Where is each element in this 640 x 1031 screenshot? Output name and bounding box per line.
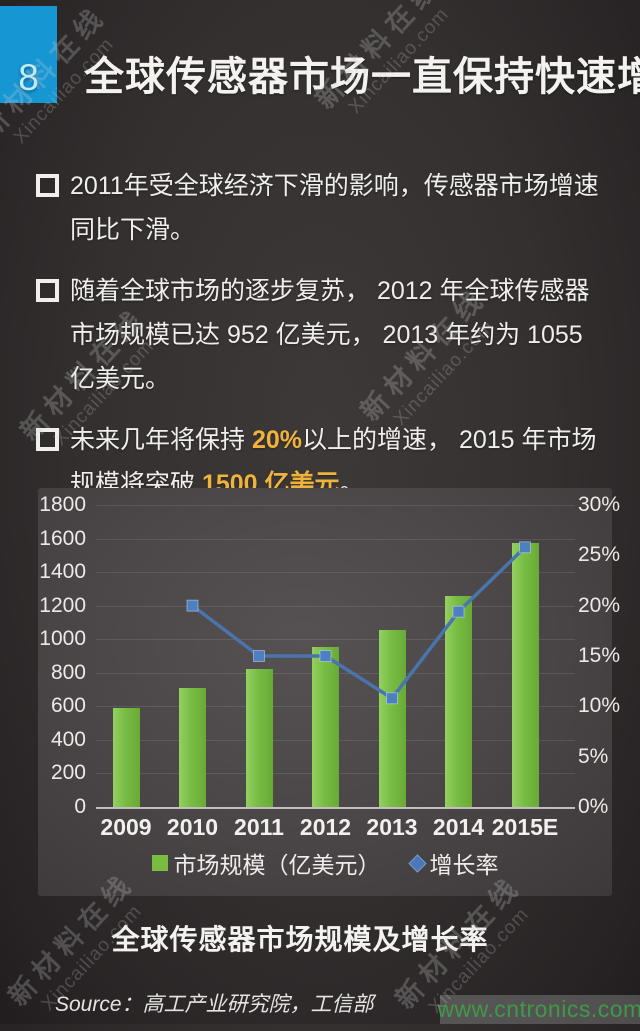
line-marker-swatch-icon [407, 853, 427, 873]
left-axis-tick: 800 [50, 660, 86, 684]
left-axis-tick: 1000 [39, 627, 86, 651]
gridline [96, 605, 575, 607]
left-axis-tick: 1200 [39, 593, 86, 617]
right-axis-tick: 5% [578, 744, 609, 768]
highlight-growth-pct: 20% [251, 426, 302, 454]
page-number-box: 8 [0, 6, 57, 103]
gridline [96, 505, 575, 506]
x-axis-line [96, 807, 575, 809]
bullet-item-1: 2011年受全球经济下滑的影响，传感器市场增速同比下滑。 [36, 164, 614, 252]
bullet-item-2: 随着全球市场的逐步复苏， 2012 年全球传感器市场规模已达 952 亿美元， … [36, 269, 614, 401]
left-axis-tick: 0 [74, 795, 86, 818]
bar-2009 [112, 708, 140, 807]
chart-caption: 全球传感器市场规模及增长率 [111, 924, 489, 955]
bar-2010 [179, 687, 206, 807]
bullet-text-2: 随着全球市场的逐步复苏， 2012 年全球传感器市场规模已达 952 亿美元， … [70, 277, 590, 393]
right-axis-tick: 20% [578, 593, 621, 617]
legend-label-growth-rate: 增长率 [429, 852, 499, 878]
bar-swatch-icon [151, 855, 168, 871]
bar-2011 [245, 669, 273, 807]
x-axis-label-2011: 2011 [234, 814, 284, 840]
left-axis-tick: 600 [50, 694, 86, 718]
bar-2012 [312, 647, 339, 807]
source-note: Source：高工产业研究院，工信部 [55, 993, 374, 1016]
legend-item-growth-rate: 增长率 [407, 846, 499, 880]
bullet-square-icon [36, 279, 59, 302]
page-number: 8 [18, 57, 39, 98]
gridline [96, 572, 575, 574]
right-axis-tick: 0% [578, 795, 609, 818]
line-marker [253, 650, 265, 662]
market-chart: 1800 1600 1400 1200 1000 800 600 400 200 0 30% 25% 2… [38, 488, 621, 896]
left-axis-tick: 1400 [39, 560, 86, 584]
gridline [96, 538, 575, 540]
legend-item-market-size: 市场规模（亿美元） [151, 846, 381, 880]
left-axis-tick: 200 [50, 761, 86, 785]
chart-legend: 市场规模（亿美元） 增长率 [38, 846, 612, 880]
x-axis-label-2015E: 2015E [491, 814, 559, 840]
left-axis-tick: 1600 [39, 526, 86, 550]
x-axis-label-2014: 2014 [432, 814, 485, 840]
x-axis-label-2012: 2012 [299, 814, 352, 840]
slide-title: 全球传感器市场一直保持快速增长 [84, 55, 640, 99]
gridline [96, 639, 575, 641]
x-axis-label-2010: 2010 [166, 814, 219, 840]
site-watermark-text: www.cntronics.com [437, 996, 640, 1022]
right-axis-tick: 25% [578, 543, 621, 567]
right-axis-tick: 30% [578, 493, 621, 516]
bar-2015E [511, 542, 539, 807]
x-axis-label-2009: 2009 [100, 814, 152, 840]
bullet-square-icon [36, 428, 59, 451]
right-axis-tick: 10% [578, 694, 621, 718]
right-axis-tick: 15% [578, 644, 621, 667]
left-axis-tick: 400 [50, 727, 86, 751]
left-axis-tick: 1800 [39, 493, 86, 516]
site-watermark-box: www.cntronics.com [437, 995, 640, 1024]
legend-label-market-size: 市场规模（亿美元） [173, 852, 381, 878]
bar-2014 [445, 595, 472, 807]
bar-2013 [378, 629, 406, 807]
bullet-list: 2011年受全球经济下滑的影响，传感器市场增速同比下滑。 随着全球市场的逐步复苏… [36, 164, 614, 523]
bullet-text-1: 2011年受全球经济下滑的影响，传感器市场增速同比下滑。 [70, 172, 599, 244]
bullet-square-icon [36, 174, 59, 197]
x-axis-label-2013: 2013 [366, 814, 418, 840]
